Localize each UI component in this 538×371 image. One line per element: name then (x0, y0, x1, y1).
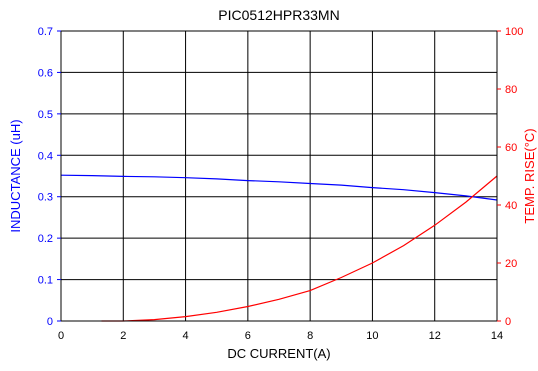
x-tick-label: 8 (307, 330, 313, 342)
y-left-tick-label: 0.2 (38, 233, 53, 245)
y-left-tick-label: 0.6 (38, 67, 53, 79)
temp-rise-series-line (101, 175, 498, 322)
y-right-tick-label: 40 (505, 200, 517, 212)
y-right-tick-label: 80 (505, 84, 517, 96)
y-left-tick-label: 0.3 (38, 192, 53, 204)
y-right-tick-label: 0 (505, 316, 511, 328)
y-right-tick-label: 60 (505, 142, 517, 154)
x-tick-label: 2 (120, 330, 126, 342)
y-axis-right-label: TEMP. RISE(°C) (522, 128, 537, 223)
y-left-tick-label: 0 (47, 316, 53, 328)
y-left-tick-label: 0.1 (38, 275, 53, 287)
x-tick-label: 0 (58, 330, 64, 342)
x-axis-label: DC CURRENT(A) (227, 346, 330, 361)
chart-title: PIC0512HPR33MN (218, 7, 339, 23)
x-tick-label: 12 (429, 330, 441, 342)
x-tick-label: 10 (366, 330, 378, 342)
series-layer (60, 174, 498, 322)
y-right-tick-label: 20 (505, 258, 517, 270)
y-right-tick-label: 100 (505, 26, 523, 38)
x-tick-label: 14 (491, 330, 503, 342)
y-left-tick-label: 0.5 (38, 109, 53, 121)
tick-labels: 0 2 4 6 8 10 12 1400.10.20.30.40.50.60.70204060… (38, 26, 524, 342)
y-axis-left-label: INDUCTANCE (uH) (8, 119, 23, 232)
inductance-series-line (60, 174, 498, 201)
y-left-tick-label: 0.4 (38, 150, 53, 162)
x-tick-label: 6 (245, 330, 251, 342)
y-left-tick-label: 0.7 (38, 26, 53, 38)
x-tick-label: 4 (183, 330, 189, 342)
plot-frame (60, 30, 498, 322)
grid (60, 30, 498, 322)
